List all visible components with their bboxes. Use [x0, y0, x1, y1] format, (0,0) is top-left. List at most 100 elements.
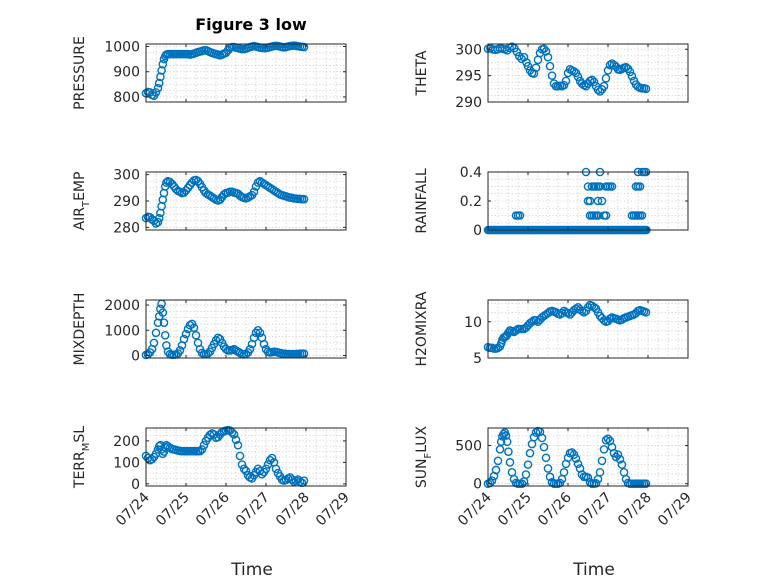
data-point-sun-flux: [537, 433, 547, 443]
data-point-sun-flux: [583, 473, 593, 482]
data-point-h2omixra: [641, 308, 651, 317]
data-point-mixdepth: [245, 344, 255, 354]
data-point-h2omixra: [583, 302, 593, 312]
y-tick-label: 5: [473, 351, 482, 367]
data-point-terr-msl: [235, 451, 245, 461]
subplot-theta: 290 295 300 THETA: [414, 42, 689, 111]
data-point-sun-flux: [591, 479, 601, 488]
subplot-h2omixra: 5 10 H2OMIXRA: [414, 291, 689, 367]
data-point-rainfall: [607, 182, 617, 191]
data-point-mixdepth: [153, 318, 163, 327]
data-point-terr-msl: [267, 453, 277, 463]
data-point-pressure: [154, 78, 164, 88]
data-point-rainfall: [635, 182, 645, 191]
y-tick-label: 1000: [104, 40, 140, 56]
data-point-air-temp: [253, 178, 263, 187]
data-point-h2omixra: [527, 317, 537, 327]
data-point-mixdepth: [160, 331, 170, 340]
data-point-air-temp: [153, 217, 163, 227]
y-tick-label: 0: [131, 348, 140, 364]
y-axis-label: SUNFLUX: [414, 425, 434, 488]
data-point-theta: [569, 67, 579, 76]
data-point-theta: [519, 52, 529, 62]
data-point-mixdepth: [159, 318, 169, 327]
data-point-pressure: [156, 72, 165, 82]
y-tick-label: 0.4: [460, 165, 482, 181]
data-point-theta: [587, 75, 597, 85]
data-point-theta: [605, 60, 615, 70]
data-point-sun-flux: [615, 454, 625, 464]
data-point-mixdepth: [299, 349, 309, 359]
data-point-theta: [589, 77, 599, 87]
y-axis-label: MIXDEPTH: [72, 293, 88, 366]
data-point-air-temp: [299, 194, 309, 204]
data-point-theta: [601, 73, 611, 83]
data-point-terr-msl: [195, 446, 205, 456]
data-point-theta: [625, 67, 635, 77]
y-tick-label: 900: [113, 65, 140, 81]
data-point-mixdepth: [179, 334, 189, 344]
data-point-h2omixra: [577, 306, 587, 316]
data-point-h2omixra: [599, 315, 609, 325]
data-point-sun-flux: [521, 470, 531, 479]
data-point-mixdepth: [249, 333, 259, 343]
data-point-rainfall: [593, 196, 603, 206]
data-point-sun-flux: [597, 456, 607, 466]
data-point-terr-msl: [299, 476, 309, 485]
subplot-air-temp: 280 290 300 AIRTEMP: [72, 168, 347, 236]
data-point-sun-flux: [502, 437, 512, 447]
data-point-mixdepth: [203, 349, 213, 358]
data-point-theta: [573, 72, 583, 81]
data-point-theta: [543, 52, 553, 62]
data-point-rainfall: [597, 196, 607, 206]
data-point-theta: [559, 80, 569, 90]
data-point-sun-flux: [595, 467, 605, 477]
y-tick-label: 0: [131, 477, 140, 493]
data-point-rainfall: [637, 211, 647, 220]
y-axis-label: RAINFALL: [414, 168, 430, 233]
data-point-h2omixra: [605, 314, 615, 324]
data-point-rainfall: [601, 211, 611, 220]
data-point-air-temp: [162, 178, 171, 187]
data-point-mixdepth: [175, 346, 185, 355]
data-point-theta: [541, 47, 551, 56]
data-point-sun-flux: [567, 448, 577, 457]
y-axis-label: PRESSURE: [72, 36, 88, 110]
data-point-sun-flux: [573, 459, 583, 469]
data-point-air-temp: [154, 213, 164, 223]
data-point-air-temp: [175, 187, 185, 197]
data-point-pressure: [158, 59, 168, 69]
data-point-sun-flux: [599, 445, 609, 454]
axes-box: [145, 43, 347, 103]
data-point-pressure: [153, 83, 163, 93]
data-point-terr-msl: [147, 454, 157, 464]
y-tick-label: 290: [113, 194, 140, 210]
subplot-pressure: 800 900 1000 PRESSURE: [72, 36, 347, 110]
x-axis-label: Time: [230, 560, 273, 580]
data-point-sun-flux: [517, 479, 527, 489]
data-point-sun-flux: [613, 450, 623, 460]
data-point-theta: [514, 51, 524, 61]
data-point-rainfall: [595, 182, 605, 191]
data-point-terr-msl: [231, 435, 241, 445]
data-point-rainfall: [593, 211, 603, 220]
data-point-mixdepth: [158, 308, 168, 317]
y-tick-label: 290: [455, 95, 482, 111]
data-point-theta: [531, 63, 541, 73]
data-point-terr-msl: [199, 440, 209, 450]
axes-box: [145, 427, 347, 487]
data-point-terr-msl: [227, 427, 237, 437]
y-tick-label: 200: [113, 434, 140, 450]
data-point-theta: [529, 69, 539, 78]
data-point-sun-flux: [559, 467, 569, 477]
data-point-mixdepth: [255, 328, 265, 338]
data-point-mixdepth: [181, 329, 191, 339]
data-point-sun-flux: [504, 447, 513, 456]
data-point-mixdepth: [253, 325, 263, 335]
subplot-mixdepth: 0 1000 2000 MIXDEPTH: [72, 293, 347, 366]
data-point-sun-flux: [603, 434, 613, 443]
data-point-mixdepth: [191, 331, 201, 340]
y-tick-label: 0: [473, 477, 482, 493]
data-point-theta: [561, 76, 571, 86]
data-point-pressure: [151, 88, 161, 97]
